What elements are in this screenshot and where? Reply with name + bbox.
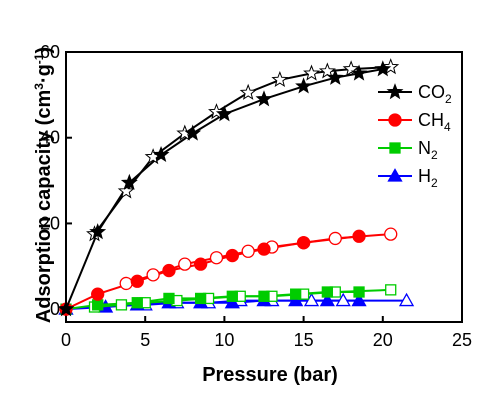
data-point-n2-adsorption	[258, 290, 270, 302]
series-co2	[57, 58, 400, 317]
legend-marker	[388, 113, 402, 127]
data-point-ch4-desorption	[119, 276, 133, 291]
data-point-ch4-adsorption	[296, 236, 311, 250]
data-point-ch4-desorption	[146, 268, 160, 282]
legend-label-base: H	[418, 166, 431, 186]
y-tick-label: 60	[40, 42, 60, 62]
data-point-co2-adsorption	[374, 60, 392, 77]
data-point-ch4-adsorption	[193, 257, 208, 271]
y-tick-label: 20	[40, 213, 60, 233]
data-point-co2-adsorption	[89, 223, 107, 240]
data-point-co2-adsorption	[215, 105, 233, 122]
series-ch4	[59, 227, 398, 316]
data-point-h2-adsorption	[224, 294, 240, 309]
data-point-n2-adsorption	[131, 297, 143, 309]
data-point-n2-adsorption	[163, 292, 175, 305]
plot-border	[65, 51, 463, 323]
y-axis-title-superscript: -1	[32, 53, 46, 64]
data-point-co2-adsorption	[295, 77, 313, 94]
data-point-ch4-adsorption	[257, 242, 271, 256]
x-tick-label: 20	[373, 330, 393, 350]
data-point-ch4-desorption	[328, 231, 342, 246]
data-point-co2-desorption	[382, 58, 400, 75]
data-point-n2-desorption	[115, 299, 128, 311]
series-co2-adsorption-line	[65, 68, 383, 310]
data-point-co2-desorption	[117, 182, 135, 199]
data-point-co2-adsorption	[326, 68, 344, 85]
x-tick-label: 25	[452, 330, 472, 350]
data-point-ch4-adsorption	[162, 263, 176, 278]
legend-item-n2: N2	[378, 138, 438, 162]
y-axis-title-part: Adsorption capacity (cm	[33, 90, 55, 323]
legend-label-base: CO	[418, 82, 445, 102]
data-point-co2-adsorption	[57, 300, 75, 317]
data-point-n2-adsorption	[194, 292, 207, 305]
legend-label: N2	[418, 138, 438, 162]
legend-marker	[386, 83, 404, 100]
y-axis-title-part: ·g	[33, 64, 55, 83]
data-point-ch4-adsorption	[352, 229, 366, 243]
legend-label: H2	[418, 166, 438, 190]
data-point-co2-desorption	[271, 70, 289, 88]
x-tick-label: 10	[214, 330, 234, 350]
x-axis-title: Pressure (bar)	[202, 364, 338, 386]
legend-marker	[389, 142, 401, 154]
axis-ticks: 0 5 10 15 20 25 0 20 40 60	[40, 42, 472, 350]
data-point-co2-adsorption	[350, 64, 368, 81]
data-point-n2-desorption	[385, 284, 397, 296]
legend-item-co2: CO2	[378, 82, 452, 106]
data-point-n2-adsorption	[353, 286, 365, 298]
data-point-co2-desorption	[342, 60, 360, 77]
data-point-co2-adsorption	[255, 90, 273, 107]
data-point-h2-desorption	[398, 292, 415, 307]
data-point-co2-desorption	[318, 62, 336, 79]
data-point-ch4-adsorption	[225, 248, 239, 263]
legend-label: CO2	[418, 82, 452, 106]
data-point-h2-adsorption	[288, 292, 304, 307]
y-tick-label: 0	[50, 299, 60, 319]
series-layer	[57, 58, 415, 317]
data-point-n2-adsorption	[226, 290, 238, 302]
legend-label-base: N	[418, 138, 431, 158]
data-point-n2-adsorption	[290, 288, 302, 300]
data-point-h2-desorption	[303, 292, 320, 307]
y-axis-title-superscript: 3	[32, 83, 46, 90]
data-point-ch4-desorption	[178, 257, 192, 271]
data-point-ch4-desorption	[241, 244, 255, 258]
data-point-co2-desorption	[303, 64, 320, 81]
y-tick-label: 40	[40, 128, 60, 148]
legend-label-subscript: 2	[431, 176, 438, 190]
data-point-ch4-adsorption	[91, 287, 105, 301]
plot-area	[65, 51, 463, 323]
data-point-h2-adsorption	[351, 292, 367, 307]
data-point-ch4-adsorption	[130, 274, 144, 288]
data-point-n2-adsorption	[321, 286, 334, 298]
legend-item-ch4: CH4	[378, 110, 451, 134]
data-point-ch4-desorption	[384, 227, 398, 241]
data-point-co2-adsorption	[152, 145, 170, 163]
legend-item-h2: H2	[378, 166, 438, 190]
data-point-ch4-desorption	[209, 251, 224, 265]
data-point-h2-desorption	[335, 292, 351, 307]
data-point-h2-adsorption	[319, 292, 335, 307]
legend-label-base: CH	[418, 110, 444, 130]
legend-label-subscript: 2	[445, 92, 452, 106]
data-point-co2-desorption	[239, 83, 257, 100]
legend-label: CH4	[418, 110, 451, 134]
legend-label-subscript: 4	[444, 120, 451, 134]
data-point-co2-adsorption	[184, 124, 202, 141]
y-axis-title: Adsorption capacity (cm3·g-1)	[32, 47, 55, 323]
data-point-n2-adsorption	[92, 299, 104, 311]
legend-marker	[387, 168, 403, 182]
data-point-co2-desorption	[208, 103, 225, 120]
x-tick-label: 5	[140, 330, 150, 350]
legend-label-subscript: 2	[431, 148, 438, 162]
x-tick-label: 15	[294, 330, 314, 350]
x-tick-label: 0	[61, 330, 71, 350]
y-axis-title-part: )	[33, 47, 55, 54]
data-point-co2-adsorption	[120, 173, 138, 190]
